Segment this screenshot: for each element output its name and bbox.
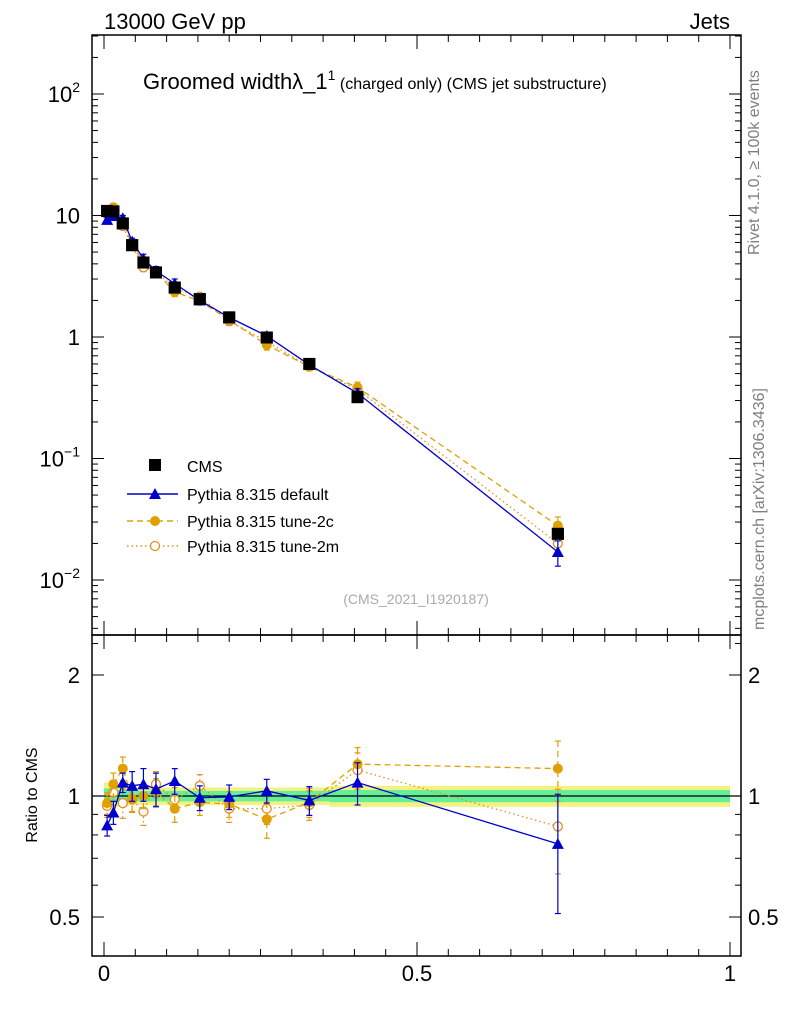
marker-triangle <box>551 837 564 849</box>
marker-triangle <box>101 213 114 225</box>
legend-marker-filled-circle <box>150 516 160 526</box>
series-main-tune2m <box>101 205 563 556</box>
marker-filled-circle <box>108 779 119 790</box>
marker-square <box>149 266 162 279</box>
y-tick-label-ratio-left: 0.5 <box>49 905 80 930</box>
marker-triangle <box>107 806 120 818</box>
y-tick-label-main: 10−1 <box>40 444 81 472</box>
marker-square <box>168 281 181 294</box>
legend-label-default: Pythia 8.315 default <box>187 487 329 504</box>
marker-triangle <box>126 779 139 791</box>
marker-square <box>303 357 316 370</box>
marker-square <box>260 331 273 344</box>
marker-triangle <box>116 776 129 788</box>
marker-square <box>107 205 120 218</box>
marker-filled-circle <box>169 803 180 814</box>
series-main-tune2c <box>102 202 563 537</box>
y-tick-label-ratio-left: 2 <box>68 663 80 688</box>
title-suffix: (charged only) (CMS jet substructure) <box>335 76 606 93</box>
marker-square <box>116 217 129 230</box>
plot-title: Groomed widthλ_11 (charged only) (CMS je… <box>143 67 607 94</box>
y-tick-label-main: 102 <box>48 79 80 107</box>
y-tick-label-base: 10 <box>40 568 64 593</box>
legend-entry-tune2m: Pythia 8.315 tune-2m <box>127 539 339 556</box>
series-ratio-default <box>101 762 564 915</box>
marker-square <box>551 527 564 540</box>
y-tick-label-main: 10−2 <box>40 565 81 593</box>
legend-label-cms: CMS <box>187 459 223 476</box>
marker-filled-circle <box>552 763 563 774</box>
y-tick-label-ratio-right: 2 <box>748 663 760 688</box>
marker-square <box>223 311 236 324</box>
ratio-y-axis-label: Ratio to CMS <box>24 747 41 842</box>
y-tick-label-base: 10 <box>48 82 72 107</box>
series-main-default <box>101 210 564 567</box>
y-tick-label-ratio-right: 0.5 <box>748 905 779 930</box>
y-tick-label-ratio-right: 1 <box>748 784 760 809</box>
marker-triangle <box>223 790 236 802</box>
title-main: Groomed widthλ_1 <box>143 69 328 94</box>
legend: CMS Pythia 8.315 default Pythia 8.315 tu… <box>127 459 339 556</box>
series-main-top-data <box>101 204 564 540</box>
rivet-version-label: Rivet 4.1.0, ≥ 100k events <box>746 70 763 255</box>
data-series <box>101 202 564 915</box>
marker-square <box>126 239 139 252</box>
marker-filled-circle <box>261 814 272 825</box>
x-tick-label: 0 <box>98 961 110 986</box>
y-tick-label-base: 1 <box>68 325 80 350</box>
marker-triangle <box>168 774 181 786</box>
marker-triangle <box>193 791 206 803</box>
marker-square <box>351 391 364 404</box>
header-process-label: 13000 GeV pp <box>104 9 246 34</box>
y-tick-label-exponent: 2 <box>72 79 80 95</box>
marker-square <box>193 293 206 306</box>
legend-entry-tune2c: Pythia 8.315 tune-2c <box>127 514 334 531</box>
marker-filled-circle <box>102 798 113 809</box>
y-tick-label-main: 10 <box>56 204 80 229</box>
title-superscript: 1 <box>328 67 336 83</box>
series-line-default <box>106 215 559 553</box>
marker-triangle <box>351 776 364 788</box>
x-tick-label: 1 <box>724 961 736 986</box>
y-tick-label-exponent: −2 <box>64 565 80 581</box>
marker-square <box>137 256 150 269</box>
marker-triangle <box>101 819 114 831</box>
y-tick-label-exponent: −1 <box>64 444 80 460</box>
marker-open-circle <box>117 797 128 809</box>
y-tick-label-base: 10 <box>56 204 80 229</box>
legend-label-tune2m: Pythia 8.315 tune-2m <box>187 539 339 556</box>
legend-marker-open-circle <box>149 540 161 552</box>
series-ratio-tune2m <box>101 752 563 875</box>
marker-triangle <box>551 546 564 558</box>
legend-entry-cms: CMS <box>149 459 223 476</box>
analysis-id: (CMS_2021_I1920187) <box>343 591 489 607</box>
mcplots-label: mcplots.cern.ch [arXiv:1306.3436] <box>751 388 768 630</box>
marker-triangle <box>260 784 273 796</box>
series-main-data <box>101 204 564 540</box>
marker-triangle <box>149 783 162 795</box>
marker-triangle <box>303 794 316 806</box>
header-category-label: Jets <box>690 9 730 34</box>
legend-label-tune2c: Pythia 8.315 tune-2c <box>187 514 334 531</box>
y-tick-label-ratio-left: 1 <box>68 784 80 809</box>
legend-marker-triangle <box>149 488 161 499</box>
marker-filled-circle <box>117 763 128 774</box>
y-tick-label-main: 1 <box>68 325 80 350</box>
legend-entry-default: Pythia 8.315 default <box>127 487 329 504</box>
x-tick-label: 0.5 <box>402 961 433 986</box>
legend-marker-square <box>149 459 161 471</box>
series-line-tune2c <box>106 206 559 527</box>
marker-triangle <box>137 778 150 790</box>
y-tick-label-base: 10 <box>40 447 64 472</box>
